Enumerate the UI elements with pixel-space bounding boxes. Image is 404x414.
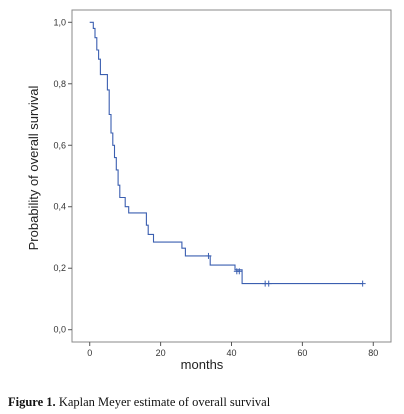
survival-curve-group [89,21,366,287]
y-tick-label: 0,2 [53,263,66,273]
caption-text: Kaplan Meyer estimate of overall surviva… [55,395,271,409]
y-tick-label: 0,8 [53,79,66,89]
figure-area: 0,0 0,2 0,4 0,6 0,8 1,0 0 20 40 60 80 Probability… [26,9,392,372]
y-axis-title: Probability of overall survival [26,86,41,251]
plot-frame [71,9,392,343]
y-tick-label: 0,0 [53,325,66,335]
x-axis-ticks: 0 20 40 60 80 [87,342,378,358]
km-chart: 0,0 0,2 0,4 0,6 0,8 1,0 0 20 40 60 80 Probability… [26,9,392,372]
x-tick-label: 60 [297,348,307,358]
x-axis-title: months [181,357,224,372]
y-tick-label: 0,6 [53,140,66,150]
x-tick-label: 0 [87,348,92,358]
y-axis-ticks: 0,0 0,2 0,4 0,6 0,8 1,0 [53,17,72,335]
caption-label: Figure 1. [8,395,56,409]
figure-caption: Figure 1. Kaplan Meyer estimate of overa… [8,395,398,410]
y-tick-label: 0,4 [53,202,66,212]
x-tick-label: 80 [368,348,378,358]
x-tick-label: 40 [226,348,236,358]
survival-step-line [89,21,363,285]
x-tick-label: 20 [156,348,166,358]
y-tick-label: 1,0 [53,17,66,27]
